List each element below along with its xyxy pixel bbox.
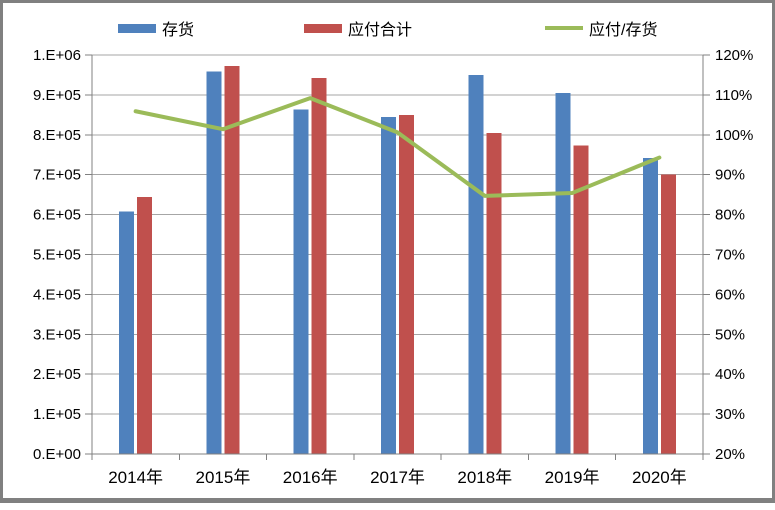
inventory-legend-swatch (118, 23, 156, 33)
right-axis-tick-label: 20% (715, 446, 745, 463)
payables-legend-swatch (304, 23, 342, 33)
legend-item-inventory: 存货 (118, 17, 194, 39)
right-axis-tick-label: 70% (715, 247, 745, 264)
legend-item-ratio: 应付/存货 (545, 17, 657, 39)
left-axis-tick-label: 3.E+05 (33, 326, 81, 343)
inventory-bar-2019年 (555, 92, 571, 454)
left-axis-tick-label: 0.E+00 (33, 446, 81, 463)
ratio-legend-label: 应付/存货 (589, 22, 658, 39)
right-axis-tick-label: 100% (715, 127, 753, 144)
right-axis-tick-label: 40% (715, 366, 745, 383)
x-axis-tick-label: 2017年 (370, 468, 425, 487)
inventory-bar-2015年 (206, 71, 222, 454)
right-axis-tick-label: 50% (715, 326, 745, 343)
payables-to-inventory-ratio-line (133, 96, 662, 198)
inventory-bar-2020年 (642, 157, 658, 454)
left-axis-tick-label: 8.E+05 (33, 127, 81, 144)
payables-legend-label: 应付合计 (348, 22, 413, 39)
payables-total-bar-2017年 (399, 114, 414, 454)
ratio-legend-line-swatch (545, 26, 583, 30)
payables-total-bar-2016年 (311, 78, 327, 454)
right-axis-tick-label: 80% (715, 207, 745, 224)
left-axis-tick-label: 9.E+05 (33, 87, 81, 104)
left-axis-tick-label: 4.E+05 (33, 286, 81, 303)
payables-total-bar-2019年 (573, 145, 589, 454)
left-axis-tick-label: 1.E+06 (33, 47, 81, 64)
payables-total-bar-2015年 (224, 66, 240, 454)
x-axis-tick-label: 2014年 (108, 468, 163, 487)
x-axis-tick-label: 2016年 (283, 468, 338, 487)
payables-total-bar-2020年 (660, 174, 676, 454)
x-axis-tick-label: 2015年 (196, 468, 251, 487)
right-axis-tick-label: 60% (715, 286, 745, 303)
payables-total-bar-2014年 (137, 197, 153, 454)
left-axis-tick-label: 5.E+05 (33, 247, 81, 264)
inventory-bar-2018年 (468, 74, 484, 454)
x-axis-tick-label: 2019年 (545, 468, 600, 487)
right-axis-tick-label: 120% (715, 47, 753, 64)
inventory-bar-2016年 (293, 109, 309, 455)
inventory-bar-2017年 (381, 116, 396, 454)
payables-total-bar-2018年 (486, 132, 502, 454)
right-axis-tick-label: 90% (715, 167, 745, 184)
right-axis-tick-label: 110% (715, 87, 752, 104)
left-axis-tick-label: 7.E+05 (33, 167, 81, 184)
left-axis-tick-label: 1.E+05 (33, 406, 81, 423)
legend-item-payables-total: 应付合计 (304, 17, 412, 39)
left-axis-tick-label: 6.E+05 (33, 207, 81, 224)
x-axis-tick-label: 2020年 (632, 468, 687, 487)
x-axis-tick-label: 2018年 (457, 468, 512, 487)
chart-legend: 存货 应付合计 应付/存货 (0, 0, 775, 44)
inventory-bar-2014年 (119, 211, 135, 454)
right-axis-tick-label: 30% (715, 406, 745, 423)
inventory-legend-label: 存货 (162, 22, 195, 39)
left-axis-tick-label: 2.E+05 (33, 366, 81, 383)
